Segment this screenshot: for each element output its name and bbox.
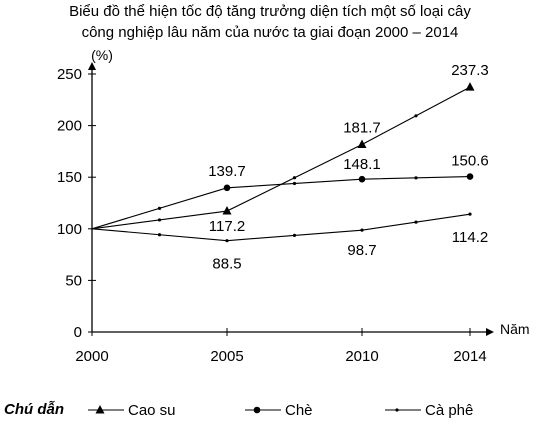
series-point-circle bbox=[358, 175, 366, 183]
x-axis-arrow bbox=[486, 328, 494, 336]
series-point-dot bbox=[468, 212, 472, 216]
data-label: 117.2 bbox=[209, 218, 245, 235]
legend-marker-circle bbox=[253, 406, 261, 414]
y-tick-label: 150 bbox=[57, 169, 82, 186]
legend-label: Cà phê bbox=[425, 402, 473, 419]
data-label: 150.6 bbox=[451, 153, 489, 170]
legend-marker-dot bbox=[395, 408, 399, 412]
series-midpoint-dot bbox=[157, 233, 162, 237]
y-tick-label: 50 bbox=[65, 272, 82, 289]
x-axis-label: Năm bbox=[500, 321, 530, 337]
x-tick-label: 2000 bbox=[75, 348, 108, 365]
data-label: 139.7 bbox=[208, 163, 246, 180]
legend: Chú dẫn Cao su Chè Cà phê bbox=[4, 401, 473, 419]
series-point-triangle bbox=[222, 206, 232, 215]
series-point-circle bbox=[466, 173, 474, 180]
legend-marker-triangle bbox=[95, 405, 105, 414]
series-point-triangle bbox=[357, 139, 367, 148]
legend-label: Cao su bbox=[128, 402, 176, 419]
y-axis-arrow bbox=[88, 62, 96, 70]
data-label: 181.7 bbox=[343, 119, 381, 136]
x-tick-label: 2014 bbox=[453, 348, 486, 365]
legend-label: Chè bbox=[285, 402, 313, 419]
series-midpoint-dot bbox=[414, 220, 418, 224]
data-label: 114.2 bbox=[452, 229, 488, 246]
series-midpoint-dot bbox=[292, 233, 297, 238]
series-midpoint-circle bbox=[157, 206, 162, 210]
y-tick-label: 100 bbox=[57, 221, 82, 238]
series-point-dot bbox=[225, 239, 229, 243]
data-label: 237.3 bbox=[451, 62, 489, 79]
series-midpoint-circle bbox=[414, 176, 418, 180]
x-tick-label: 2005 bbox=[210, 348, 243, 365]
series-midpoint-triangle bbox=[414, 114, 418, 118]
series-point-triangle bbox=[465, 82, 475, 91]
data-label: 88.5 bbox=[212, 256, 241, 273]
series-midpoint-circle bbox=[292, 181, 297, 186]
chart-title-line-1: Biểu đồ thể hiện tốc độ tăng trưởng diện… bbox=[69, 3, 471, 20]
chart-title-line-2: công nghiệp lâu năm của nước ta giai đoạ… bbox=[82, 24, 459, 41]
data-label: 148.1 bbox=[343, 156, 381, 173]
series-line-triangle bbox=[91, 86, 471, 230]
y-tick-label: 200 bbox=[57, 118, 82, 135]
x-tick-label: 2010 bbox=[345, 348, 378, 365]
series-midpoint-triangle bbox=[292, 176, 297, 180]
series-line-dot bbox=[91, 213, 471, 242]
data-label: 98.7 bbox=[347, 242, 376, 259]
y-tick-label: 250 bbox=[57, 66, 82, 83]
series-point-dot bbox=[360, 228, 364, 232]
y-tick-label: 0 bbox=[74, 324, 82, 341]
legend-title: Chú dẫn bbox=[4, 401, 64, 418]
series-point-circle bbox=[223, 184, 231, 192]
plot-area: 0 50 100 150 200 250 2000 2005 2010 2014 117.2 181.… bbox=[57, 62, 494, 365]
y-axis-label: (%) bbox=[91, 47, 113, 63]
series-midpoint-triangle bbox=[157, 218, 162, 222]
